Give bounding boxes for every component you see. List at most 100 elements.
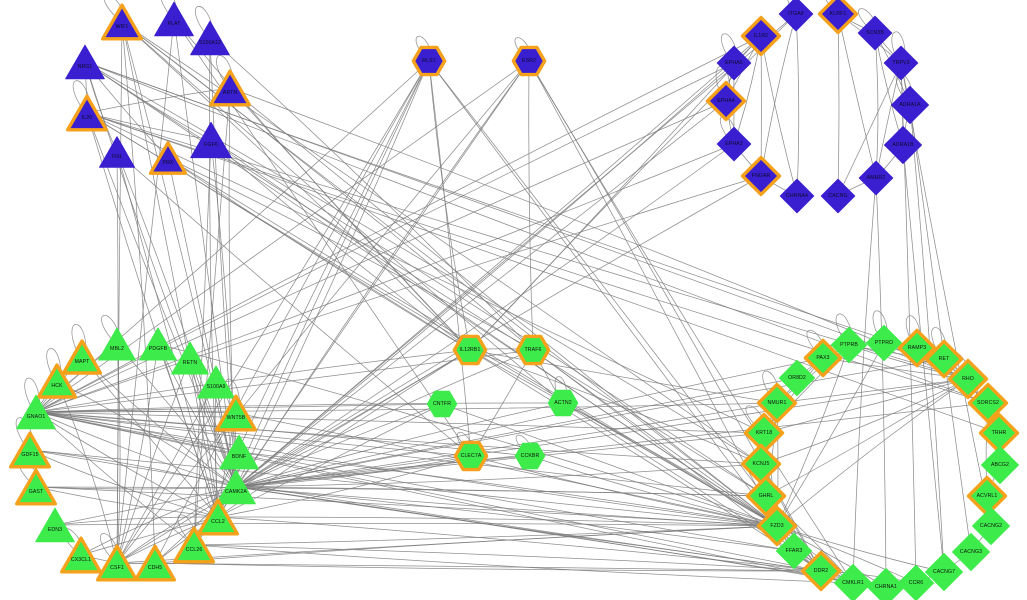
edge <box>84 61 237 488</box>
edge <box>428 60 778 527</box>
edge <box>86 87 231 114</box>
edge <box>469 349 778 404</box>
graph-node-il20[interactable]: IL20 <box>65 92 109 134</box>
edge <box>209 37 534 351</box>
graph-node-rls1[interactable]: RLS1 <box>411 44 447 78</box>
edge <box>776 378 969 404</box>
graph-node-gast[interactable]: GAST <box>14 466 58 508</box>
edge <box>29 449 778 527</box>
edge <box>469 13 797 351</box>
edge <box>229 87 969 380</box>
edge <box>56 380 118 564</box>
edge <box>35 143 735 413</box>
edge <box>121 21 564 404</box>
edge <box>116 60 530 564</box>
edge <box>528 60 534 351</box>
graph-node-clec7a[interactable]: CLEC7A <box>453 439 489 473</box>
graph-node-wif1[interactable]: WIF1 <box>100 1 144 43</box>
edge <box>116 357 191 564</box>
edge <box>35 349 471 413</box>
graph-node-itga8[interactable]: ITGA8 <box>777 0 815 33</box>
edge <box>217 516 822 572</box>
graph-node-cntfr[interactable]: CNTFR <box>426 388 458 420</box>
edge <box>217 455 472 518</box>
graph-node-wnt5b[interactable]: WNT5B <box>214 392 258 434</box>
edge <box>837 13 840 197</box>
edge <box>121 21 471 351</box>
edge <box>238 451 778 527</box>
edge <box>193 60 430 546</box>
edge <box>760 35 798 197</box>
edge <box>852 177 877 584</box>
graph-node-cdh5[interactable]: CDH5 <box>133 542 177 584</box>
edge <box>81 356 219 518</box>
edge <box>469 349 762 465</box>
edge <box>167 157 237 488</box>
graph-node-mbl2[interactable]: MBL2 <box>97 324 137 364</box>
edge <box>154 60 430 564</box>
edge <box>154 525 778 564</box>
edge <box>29 449 237 488</box>
graph-node-fgf6[interactable]: FGF6 <box>189 118 233 162</box>
edge <box>795 13 800 197</box>
graph-node-fn1[interactable]: FN1 <box>98 133 136 171</box>
graph-node-chrna4[interactable]: CHRNA4 <box>778 177 816 215</box>
edge <box>909 104 945 573</box>
graph-node-ccl26[interactable]: CCL26 <box>172 524 216 566</box>
edge <box>235 378 969 488</box>
graph-node-trpv3[interactable]: TRPV3 <box>882 44 920 82</box>
graph-node-gdf15[interactable]: GDF15 <box>8 429 52 471</box>
edge <box>86 112 212 141</box>
edge <box>235 377 798 488</box>
edge <box>35 411 237 488</box>
edge <box>35 411 219 518</box>
edge <box>776 378 969 527</box>
edge <box>35 62 735 413</box>
graph-node-nrg1[interactable]: NRG1 <box>64 41 106 83</box>
edge <box>193 525 778 546</box>
edge <box>760 13 797 177</box>
graph-node-il12rb1[interactable]: IL12RB1 <box>452 333 488 367</box>
graph-node-artn[interactable]: ARTN <box>208 67 252 109</box>
edge <box>217 60 530 518</box>
edge <box>35 411 472 457</box>
graph-node-cckbr[interactable]: CCKBR <box>514 440 546 472</box>
graph-node-klrf1[interactable]: KLRF1 <box>817 0 859 35</box>
edge <box>173 18 471 351</box>
graph-node-adra1a[interactable]: ADRA1A <box>889 84 931 126</box>
edge <box>235 402 778 488</box>
graph-node-ccr6[interactable]: CCR6 <box>896 563 936 600</box>
edge <box>235 403 443 488</box>
edge <box>235 349 534 488</box>
graph-node-amhr2[interactable]: AMHR2 <box>857 159 895 197</box>
graph-node-s100a12[interactable]: S100A12 <box>189 17 231 59</box>
graph-node-traf6[interactable]: TRAF6 <box>515 333 551 367</box>
graph-node-gnao1[interactable]: GNAO1 <box>15 391 57 433</box>
edge <box>116 562 822 572</box>
edge <box>776 525 917 584</box>
edge <box>116 349 471 564</box>
edge <box>235 62 735 488</box>
graph-node-actn2[interactable]: ACTN2 <box>547 387 579 419</box>
edge <box>86 112 765 434</box>
edge <box>35 60 530 413</box>
graph-node-prx[interactable]: PRX <box>148 139 188 177</box>
graph-node-cacng[interactable]: CACNG <box>819 177 857 215</box>
edge <box>763 378 969 434</box>
edge <box>35 411 762 465</box>
edge <box>35 486 219 518</box>
edge <box>86 112 822 572</box>
edge <box>441 403 778 527</box>
graph-node-csf1[interactable]: CSF1 <box>95 542 139 584</box>
graph-node-epha5[interactable]: EPHA5 <box>715 44 753 82</box>
edge <box>837 13 877 179</box>
self-loop-edge <box>71 324 87 356</box>
edge <box>765 378 969 497</box>
edge <box>470 455 778 527</box>
edge <box>154 562 822 572</box>
graph-node-epha4[interactable]: EPHA4 <box>705 80 747 122</box>
graph-node-fngar[interactable]: FNGAR <box>740 155 782 197</box>
edge <box>35 411 765 434</box>
graph-node-esr2[interactable]: ESR2 <box>511 44 547 78</box>
